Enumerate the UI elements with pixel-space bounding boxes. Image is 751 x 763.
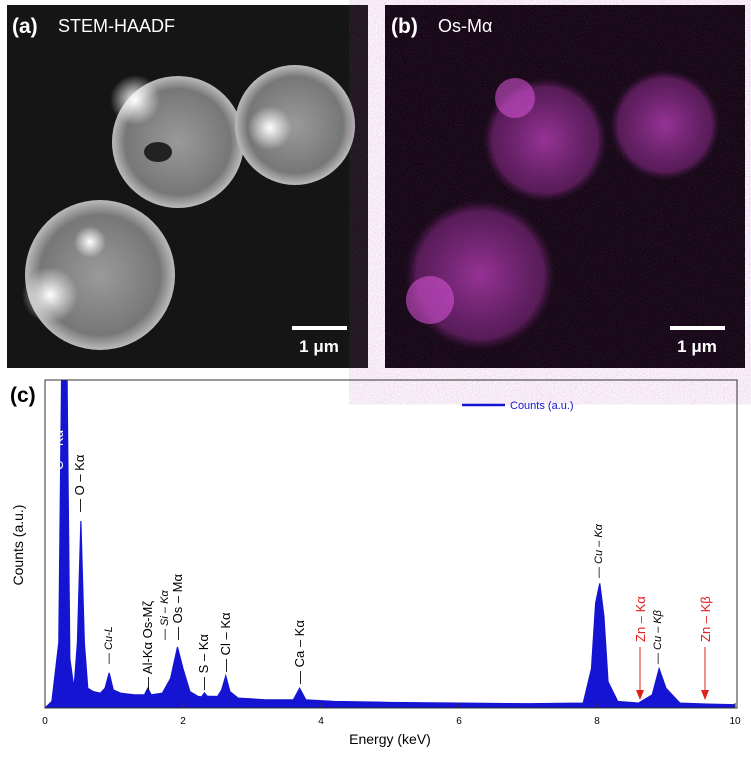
x-tick-label: 0 bbox=[42, 716, 48, 727]
arrow-head bbox=[636, 690, 644, 700]
panel-title: Os-Mα bbox=[438, 16, 492, 36]
x-tick-label: 2 bbox=[180, 716, 186, 727]
panel-label: (c) bbox=[10, 384, 36, 407]
scale-label: 1 μm bbox=[299, 337, 339, 356]
x-tick-label: 4 bbox=[318, 716, 324, 727]
y-axis-label: Counts (a.u.) bbox=[10, 505, 26, 586]
peak-label: — Cu – Kβ bbox=[652, 609, 664, 665]
x-tick-label: 10 bbox=[729, 716, 741, 727]
os-hotspot bbox=[495, 78, 535, 118]
spectrum-area bbox=[45, 380, 736, 708]
panel-label: (b) bbox=[391, 15, 418, 38]
x-axis-label: Energy (keV) bbox=[349, 731, 431, 747]
inclusion bbox=[74, 226, 106, 258]
peak-label: — Cl – Kα bbox=[218, 612, 233, 672]
peak-label: C – Kα — bbox=[51, 413, 66, 470]
os-signal bbox=[610, 70, 720, 180]
peak-label: — Cu – Kα bbox=[593, 523, 605, 579]
peak-label: Zn – Kα bbox=[633, 596, 648, 642]
x-tick-label: 8 bbox=[594, 716, 600, 727]
x-tick-label: 6 bbox=[456, 716, 462, 727]
os-hotspot bbox=[406, 276, 454, 324]
void bbox=[144, 142, 172, 162]
peak-label: Zn – Kβ bbox=[698, 596, 713, 642]
arrow-head bbox=[701, 690, 709, 700]
panel-title: STEM-HAADF bbox=[58, 16, 175, 36]
peak-label: — Al-Kα Os-Mζ bbox=[140, 601, 155, 690]
scale-bar bbox=[292, 326, 347, 330]
peak-label: — Cu-L bbox=[103, 626, 115, 665]
peak-label: — Si – Kα bbox=[159, 590, 171, 641]
peak-label: — Ca – Kα bbox=[292, 620, 307, 684]
inclusion bbox=[248, 106, 292, 150]
scale-label: 1 μm bbox=[677, 337, 717, 356]
peak-label: — S – Kα bbox=[196, 634, 211, 690]
os-signal bbox=[405, 200, 555, 350]
scale-bar bbox=[670, 326, 725, 330]
legend-label: Counts (a.u.) bbox=[510, 400, 574, 412]
peak-label: — O – Kα bbox=[72, 454, 87, 512]
plot-frame bbox=[44, 379, 738, 709]
peak-label: — Os – Mα bbox=[170, 573, 185, 640]
panel-label: (a) bbox=[12, 15, 38, 38]
particle bbox=[235, 65, 355, 185]
inclusion bbox=[22, 267, 78, 323]
inclusion bbox=[110, 75, 160, 125]
